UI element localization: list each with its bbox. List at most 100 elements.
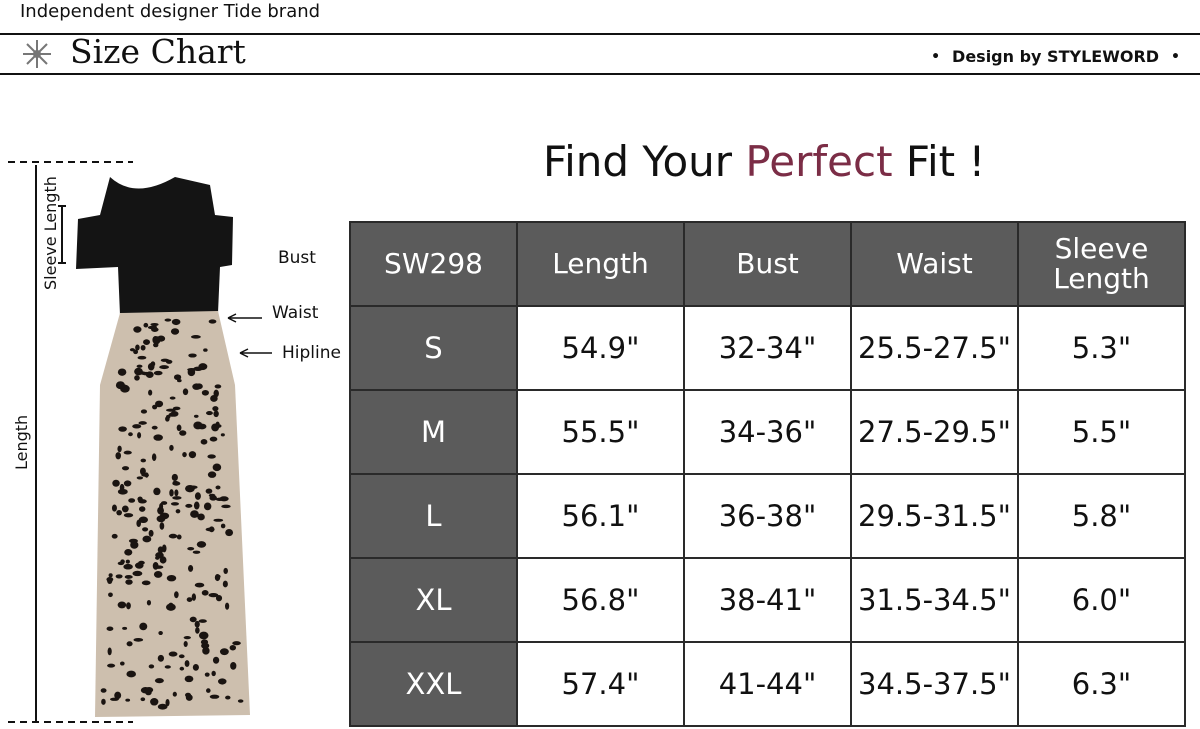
leopard-spot [140, 409, 148, 414]
leopard-spot [204, 672, 210, 677]
cell-size: S [349, 305, 518, 391]
leopard-spot [160, 501, 168, 505]
cell-size: XL [349, 557, 518, 643]
leopard-spot [159, 556, 167, 564]
sleeve-length-marker [58, 205, 66, 264]
leopard-spot [118, 426, 127, 432]
table-row: XL 56.8" 38-41" 31.5-34.5" 6.0" [349, 557, 1186, 643]
leopard-spot [176, 534, 182, 540]
leopard-spot [192, 550, 201, 554]
leopard-spot [171, 318, 181, 326]
leopard-spot [193, 501, 200, 510]
leopard-spot [137, 355, 147, 360]
headline-accent: Perfect [745, 137, 893, 186]
leopard-spot [116, 509, 122, 516]
leopard-spot [124, 575, 133, 579]
leopard-spot [203, 348, 208, 352]
leopard-spot [213, 518, 224, 522]
leopard-spot [170, 502, 179, 506]
leopard-spot [206, 688, 211, 693]
leopard-spot [220, 523, 226, 529]
leopard-spot [218, 678, 227, 685]
leopard-spot [196, 541, 207, 548]
leopard-spot [119, 661, 125, 666]
waist-label: Waist [272, 303, 319, 323]
leopard-spot [128, 498, 136, 503]
leopard-spot [152, 404, 158, 410]
leopard-spot [232, 641, 241, 646]
cell-bust: 38-41" [683, 557, 852, 643]
dress-top [76, 177, 233, 315]
length-label: Length [12, 414, 31, 470]
leopard-spot [157, 703, 168, 710]
leopard-spot [115, 574, 123, 579]
header-waist: Waist [850, 221, 1019, 307]
leopard-spot [195, 627, 200, 634]
leopard-spot [144, 686, 154, 693]
cell-size: XXL [349, 641, 518, 727]
leopard-spot [125, 579, 133, 585]
leopard-spot [112, 479, 120, 487]
cell-bust: 41-44" [683, 641, 852, 727]
leopard-spot [108, 592, 113, 598]
hipline-label: Hipline [282, 343, 341, 363]
leopard-spot [215, 595, 223, 602]
leopard-spot [185, 503, 193, 508]
divider-top [0, 33, 1200, 35]
leopard-spot [185, 694, 193, 701]
leopard-spot [168, 651, 178, 657]
headline-part2: Fit [892, 137, 956, 186]
leopard-spot [171, 473, 178, 482]
leopard-spot [122, 626, 128, 630]
leopard-spot [208, 526, 215, 533]
cell-sleeve-length: 5.5" [1017, 389, 1186, 475]
bullet: • [931, 48, 941, 65]
waist-arrow [227, 313, 262, 323]
leopard-spot [174, 591, 179, 599]
leopard-spot [206, 410, 213, 416]
table-row: XXL 57.4" 41-44" 34.5-37.5" 6.3" [349, 641, 1186, 727]
leopard-spot [125, 559, 130, 564]
leopard-spot [186, 597, 193, 603]
leopard-spot [134, 367, 143, 376]
leopard-spot [175, 509, 181, 514]
leopard-spot [135, 344, 140, 351]
leopard-spot [151, 425, 158, 430]
leopard-spot [209, 694, 220, 699]
cell-bust: 32-34" [683, 305, 852, 391]
cell-waist: 27.5-29.5" [850, 389, 1019, 475]
leopard-spot [117, 488, 128, 495]
bust-label: Bust [278, 248, 316, 268]
leopard-spot [161, 544, 167, 553]
divider-bottom [0, 73, 1200, 75]
leopard-spot [137, 496, 143, 502]
cell-sleeve-length: 6.0" [1017, 557, 1186, 643]
leopard-spot [117, 601, 127, 609]
leopard-spot [187, 564, 194, 572]
leopard-spot [126, 641, 133, 647]
leopard-spot [172, 496, 182, 500]
leopard-spot [140, 467, 146, 476]
leopard-spot [172, 691, 177, 697]
leopard-spot [153, 487, 161, 496]
leopard-spot [123, 480, 132, 487]
leopard-spot [170, 328, 180, 335]
leopard-spot [119, 483, 125, 492]
leopard-spot [198, 619, 207, 623]
leopard-spot [140, 344, 146, 351]
leopard-spot [151, 453, 157, 461]
header-model: SW298 [349, 221, 518, 307]
leopard-spot [148, 389, 153, 396]
leopard-spot [101, 698, 106, 705]
cell-sleeve-length: 5.3" [1017, 305, 1186, 391]
cell-sleeve-length: 5.8" [1017, 473, 1186, 559]
leopard-spot [165, 408, 176, 412]
leopard-spot [106, 626, 114, 631]
leopard-spot [192, 383, 201, 390]
leopard-spot [158, 630, 163, 636]
leopard-spot [197, 423, 207, 430]
leopard-spot [212, 406, 219, 412]
cell-sleeve-length: 6.3" [1017, 641, 1186, 727]
leopard-spot [142, 527, 149, 532]
